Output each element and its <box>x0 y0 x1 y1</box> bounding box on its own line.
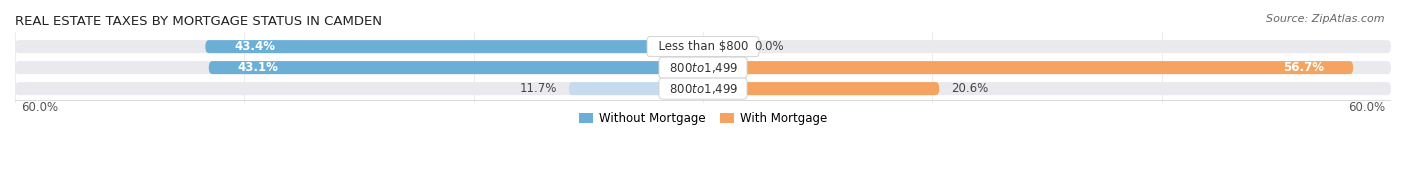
Text: Source: ZipAtlas.com: Source: ZipAtlas.com <box>1267 14 1385 24</box>
FancyBboxPatch shape <box>703 61 1353 74</box>
Text: 60.0%: 60.0% <box>1348 101 1385 114</box>
FancyBboxPatch shape <box>15 82 1391 95</box>
Text: 20.6%: 20.6% <box>950 82 988 95</box>
Legend: Without Mortgage, With Mortgage: Without Mortgage, With Mortgage <box>574 107 832 130</box>
Text: 60.0%: 60.0% <box>21 101 58 114</box>
Text: REAL ESTATE TAXES BY MORTGAGE STATUS IN CAMDEN: REAL ESTATE TAXES BY MORTGAGE STATUS IN … <box>15 15 382 28</box>
FancyBboxPatch shape <box>15 40 1391 53</box>
FancyBboxPatch shape <box>703 82 939 95</box>
FancyBboxPatch shape <box>15 61 1391 74</box>
FancyBboxPatch shape <box>569 82 703 95</box>
Text: 43.1%: 43.1% <box>238 61 278 74</box>
FancyBboxPatch shape <box>208 61 703 74</box>
Text: 11.7%: 11.7% <box>520 82 557 95</box>
Text: 0.0%: 0.0% <box>755 40 785 53</box>
Text: $800 to $1,499: $800 to $1,499 <box>662 61 744 75</box>
Text: Less than $800: Less than $800 <box>651 40 755 53</box>
Text: 56.7%: 56.7% <box>1284 61 1324 74</box>
Text: 43.4%: 43.4% <box>233 40 276 53</box>
FancyBboxPatch shape <box>205 40 703 53</box>
Text: $800 to $1,499: $800 to $1,499 <box>662 82 744 96</box>
